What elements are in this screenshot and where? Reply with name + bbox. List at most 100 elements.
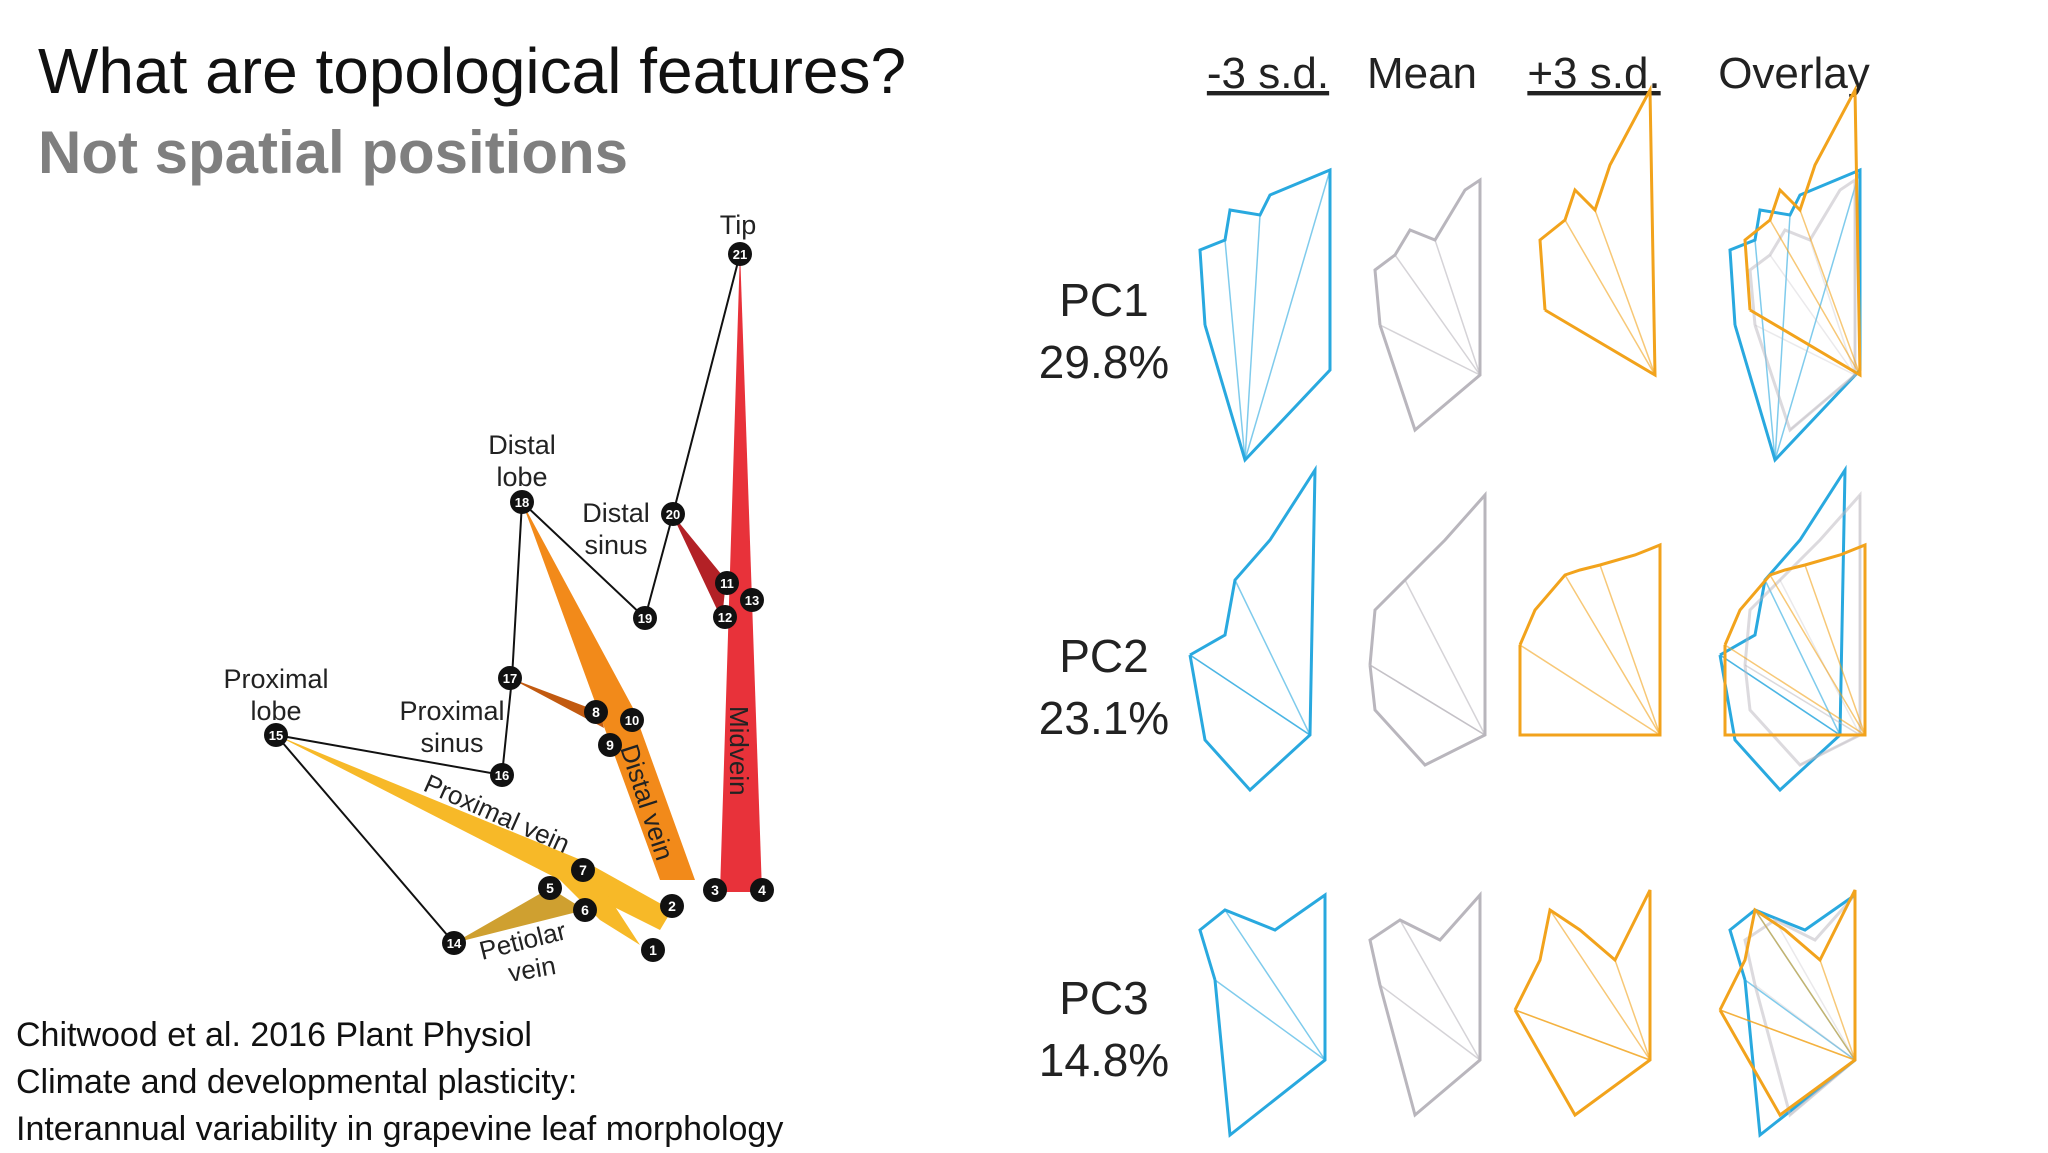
proximal-sinus-label-1: Proximal [399,696,504,726]
svg-text:7: 7 [579,862,587,878]
svg-text:16: 16 [495,768,509,783]
pc2-overlay-minus-shape-vein-line [1719,654,1841,736]
pc2-mean-shape-vein-line [1424,734,1486,766]
pc3-variance: 14.8% [1039,1034,1169,1086]
pc1-overlay-minus-shape-vein-line [1754,239,1776,461]
pc2-overlay-mean-shape-vein-line [1779,579,1861,736]
midvein-shape [720,250,762,892]
svg-text:4: 4 [758,882,766,898]
landmark-3: 3 [703,878,727,902]
pc3-mean-shape-vein-line [1399,919,1481,1061]
pc3-mean-shape [1368,891,1482,1118]
column-header-mean: Mean [1367,49,1477,98]
pc2-minus-shape [1188,464,1317,793]
landmark-4: 4 [750,878,774,902]
landmark-21: 21 [728,242,752,266]
distal-vein-shape [522,502,695,880]
svg-text:18: 18 [515,495,529,510]
pc2-minus-shape-vein-line [1249,734,1311,791]
tip-label: Tip [720,210,757,240]
pc1-plus-shape-vein-line [1544,309,1656,376]
landmark-5: 5 [538,876,562,900]
pc1-minus-shape-vein-line [1224,239,1246,461]
pc1-overlay-minus-shape-vein-line [1774,169,1861,461]
pc2-plus-shape-vein-line [1564,574,1661,736]
pc2-minus-shape-vein-line [1189,654,1311,736]
pc1-overlay-plus-shape-vein-line [1799,209,1861,376]
column-header-minus-3sd: -3 s.d. [1207,49,1329,98]
pc3-mean-shape-vein-line [1379,984,1481,1061]
pc2-mean-shape-vein-line [1404,579,1486,736]
pc1-overlay-minus-shape-vein-line [1774,214,1791,461]
pc2-overlay-plus-shape-vein-line [1804,564,1866,736]
pc1-overlay-mean-shape-vein-line [1789,374,1856,431]
pc2-plus-shape [1518,542,1662,737]
pc1-variance: 29.8% [1039,336,1169,388]
pc3-label: PC3 [1059,972,1148,1024]
pc2-plus-shape-vein-line [1519,644,1661,736]
pc1-plus-shape-vein-line [1649,89,1656,376]
slide-title: What are topological features? [38,35,907,107]
pc3-overlay-plus-shape-vein-line [1754,909,1856,1061]
pc3-mean-shape-vein-line [1414,1059,1481,1116]
landmark-6: 6 [573,898,597,922]
column-header-plus-3sd: +3 s.d. [1527,49,1660,98]
pc1-label: PC1 [1059,274,1148,326]
pc2-plus-shape-vein-line [1599,564,1661,736]
pc1-overlay-plus-shape [1743,84,1862,378]
svg-text:2: 2 [668,898,676,914]
citation-line-2: Climate and developmental plasticity: [16,1063,578,1101]
pc2-minus-shape-vein-line [1309,469,1316,736]
landmark-16: 16 [490,763,514,787]
landmark-7: 7 [571,858,595,882]
pc3-overlay-mean-shape-vein-line [1754,984,1856,1061]
pc3-plus-shape-vein-line [1549,909,1651,1061]
pc1-plus-shape [1538,84,1657,378]
pc1-plus-shape-vein-line [1594,209,1656,376]
pc1-minus-shape-vein-line [1204,324,1246,461]
pca-shape-grid [1188,84,1867,1138]
svg-text:20: 20 [666,507,680,522]
pc1-overlay-plus-shape-vein-line [1769,219,1861,376]
pc3-overlay-plus-shape-vein-line [1819,959,1856,1061]
leaf-outline [273,253,741,944]
landmark-17: 17 [498,666,522,690]
citation-line-1: Chitwood et al. 2016 Plant Physiol [16,1016,532,1054]
pc1-overlay-plus-shape-vein-line [1749,309,1861,376]
landmark-1: 1 [641,938,665,962]
pc1-minus-shape [1198,167,1332,463]
svg-text:5: 5 [546,880,554,896]
pc1-mean-shape [1373,177,1482,433]
landmark-19: 19 [633,606,657,630]
midvein-label: Midvein [724,706,754,796]
pc1-mean-shape-vein-line [1434,239,1481,376]
pc3-minus-shape-vein-line [1224,909,1326,1061]
pc2-variance: 23.1% [1039,692,1169,744]
pc2-overlay-minus-shape-vein-line [1779,734,1841,791]
pc1-minus-shape-vein-line [1244,169,1331,461]
landmark-13: 13 [740,588,764,612]
column-header-overlay: Overlay [1718,49,1870,98]
pc2-overlay-minus-shape-vein-line [1764,579,1841,736]
pc2-overlay-mean-shape [1743,491,1862,767]
landmark-12: 12 [713,605,737,629]
distal-lobe-label-2: lobe [496,462,547,492]
pc1-overlay-minus-shape [1728,167,1862,463]
pc1-overlay-mean-shape [1748,177,1857,433]
distal-vein-branch-shape [510,678,604,728]
pc1-overlay-mean-shape-vein-line [1769,254,1856,376]
landmark-11: 11 [715,571,739,595]
pc1-overlay-mean-shape-vein-line [1754,324,1856,376]
pc1-mean-shape-vein-line [1414,374,1481,431]
pc1-overlay-minus-shape-vein-line [1734,324,1776,461]
proximal-lobe-label-2: lobe [250,696,301,726]
landmark-markers: 1 2 3 4 5 6 7 8 9 10 11 12 13 14 15 16 1… [264,242,774,962]
petiolar-vein-shape [454,888,585,943]
pc2-mean-shape-vein-line [1369,664,1486,736]
landmark-9: 9 [598,733,622,757]
proximal-vein-branch-shape [560,862,640,945]
pc3-overlay-plus-shape-vein-line [1719,1009,1856,1061]
slide-subtitle: Not spatial positions [38,119,629,186]
svg-text:19: 19 [638,611,652,626]
